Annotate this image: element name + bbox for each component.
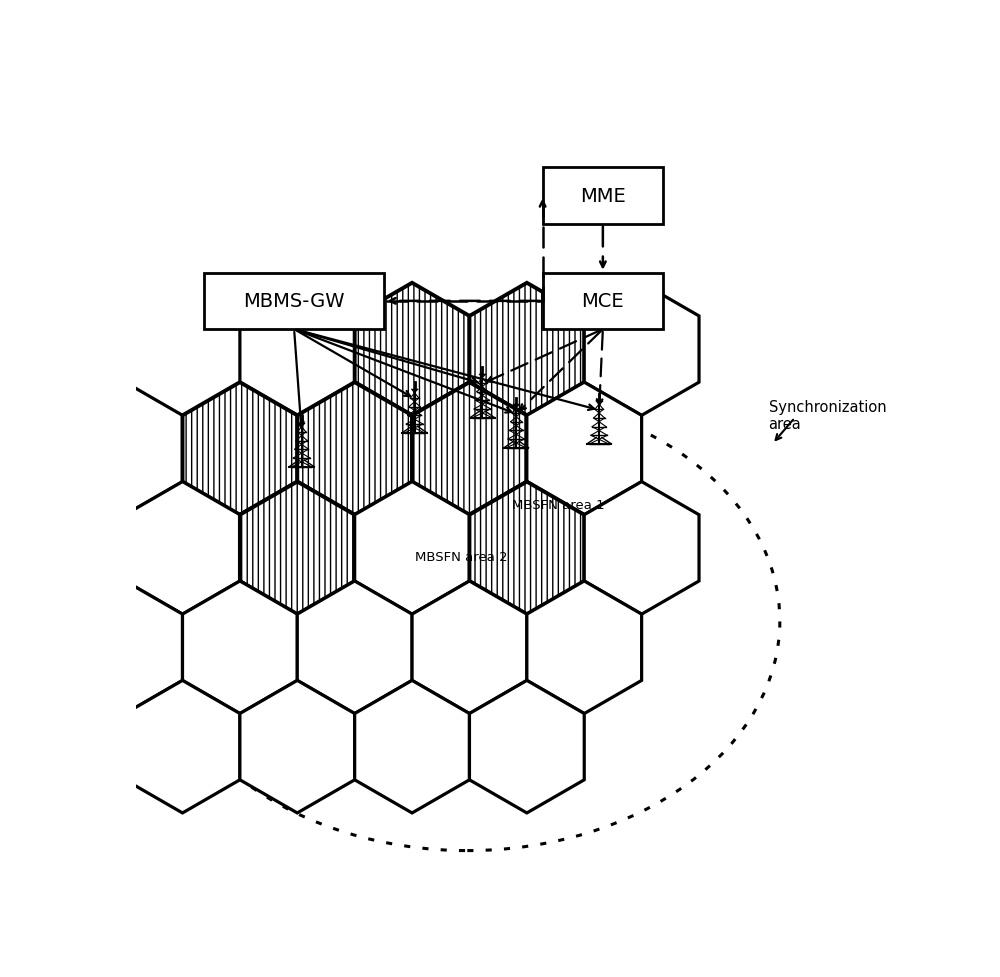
Polygon shape — [469, 681, 584, 813]
Bar — [543, 274, 663, 330]
Polygon shape — [527, 383, 642, 515]
Text: MME: MME — [580, 187, 626, 206]
Polygon shape — [240, 681, 355, 813]
Text: MBMS-GW: MBMS-GW — [243, 292, 345, 311]
Polygon shape — [297, 383, 412, 515]
Bar — [204, 274, 384, 330]
Polygon shape — [125, 681, 240, 813]
Bar — [543, 168, 663, 225]
Polygon shape — [355, 482, 469, 615]
Polygon shape — [355, 681, 469, 813]
Polygon shape — [412, 581, 527, 714]
Polygon shape — [469, 283, 584, 416]
Text: MCE: MCE — [582, 292, 624, 311]
Polygon shape — [469, 482, 584, 615]
Polygon shape — [355, 283, 469, 416]
Polygon shape — [584, 283, 699, 416]
Text: Synchronization
area: Synchronization area — [769, 400, 886, 432]
Polygon shape — [240, 283, 355, 416]
Polygon shape — [297, 581, 412, 714]
Polygon shape — [183, 383, 297, 515]
Polygon shape — [68, 383, 183, 515]
Text: MBSFN area 2: MBSFN area 2 — [415, 551, 507, 564]
Polygon shape — [412, 383, 527, 515]
Polygon shape — [183, 581, 297, 714]
Polygon shape — [527, 581, 642, 714]
Text: MBSFN area 1: MBSFN area 1 — [512, 498, 605, 511]
Polygon shape — [125, 482, 240, 615]
Polygon shape — [240, 482, 355, 615]
Polygon shape — [68, 581, 183, 714]
Polygon shape — [584, 482, 699, 615]
